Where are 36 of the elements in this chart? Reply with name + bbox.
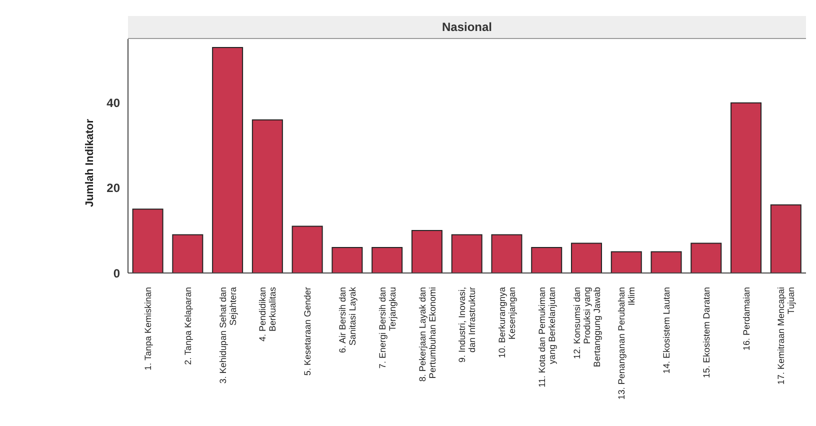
bar — [292, 226, 323, 273]
y-tick-label: 40 — [106, 96, 120, 110]
bar — [650, 251, 682, 273]
chart-title: Nasional — [128, 16, 806, 39]
x-tick-label: 2. Tanpa Kelaparan — [182, 287, 193, 365]
x-tick-label: 9. Industri, Inovasi, dan Infrastruktur — [457, 286, 478, 363]
x-tick-label: 4. Pendidikan Berkualitas — [258, 286, 278, 342]
x-tick-label: 15. Ekosistem Daratan — [701, 287, 712, 378]
bar — [770, 204, 802, 273]
bar — [411, 230, 442, 273]
x-tick-label: 13. Penanganan Perubahan Iklim — [616, 287, 637, 400]
bar — [252, 119, 283, 273]
bar — [212, 47, 244, 273]
bar — [332, 246, 363, 273]
x-tick-label: 1. Tanpa Kemiskinan — [143, 287, 154, 370]
y-tick-label: 20 — [106, 181, 120, 196]
bar — [570, 242, 602, 273]
bar — [730, 102, 762, 273]
bar — [531, 246, 562, 273]
bar — [610, 251, 642, 273]
bar — [172, 234, 204, 273]
x-tick-label: 7. Energi Bersih dan Terjangkau — [377, 287, 398, 369]
x-tick-label: 6. Air Bersih dan Sanitasi Layak — [338, 286, 358, 354]
x-tick-label: 17. Kemitraan Mencapai Tujuan — [776, 287, 796, 385]
bar — [491, 234, 522, 273]
x-tick-label: 14. Ekosistem Lautan — [662, 287, 672, 374]
bar — [451, 234, 482, 273]
y-tick-label: 0 — [113, 266, 120, 280]
bar — [690, 242, 722, 273]
bar — [372, 246, 403, 273]
y-axis-title: Jumlah Indikator — [84, 118, 96, 208]
bar — [132, 208, 164, 273]
x-tick-label: 5. Kesetaraan Gender — [302, 287, 313, 376]
x-tick-label: 16. Perdamaian — [741, 287, 752, 351]
x-tick-label: 3. Kehidupan Sehat dan Sejahtera — [218, 287, 238, 384]
x-tick-label: 8. Pekerjaan Layak dan Pertumbuhan Ekonomi — [417, 287, 438, 382]
